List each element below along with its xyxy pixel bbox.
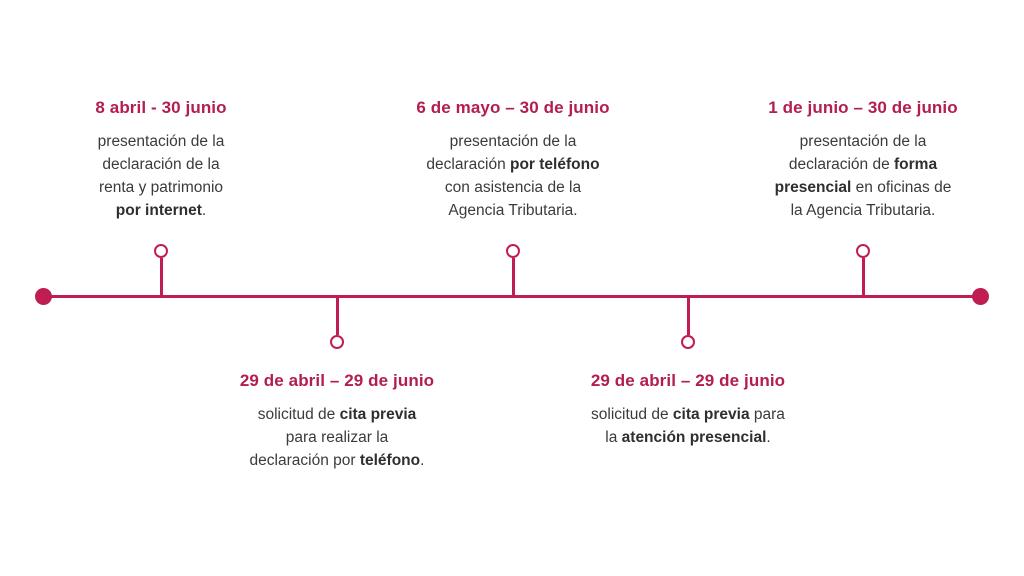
desc-segment: . xyxy=(766,429,771,446)
desc-line: declaración de forma xyxy=(728,153,998,176)
desc-bold-segment: presencial xyxy=(774,179,852,196)
event-date-presencial: 1 de junio – 30 de junio xyxy=(768,98,958,117)
desc-segment: la Agencia Tributaria. xyxy=(790,202,936,219)
desc-bold-segment: por teléfono xyxy=(510,156,600,173)
desc-segment: Agencia Tributaria. xyxy=(448,202,578,219)
marker-circle-presencial xyxy=(855,243,870,258)
desc-segment: solicitud de xyxy=(257,406,340,423)
desc-line: solicitud de cita previa para xyxy=(553,403,823,426)
marker-stem-presencial xyxy=(861,258,865,296)
desc-segment: presentación de la xyxy=(799,133,927,150)
desc-line: declaración por teléfono. xyxy=(202,449,472,472)
marker-circle-cita-telefono xyxy=(329,334,344,349)
desc-segment: para xyxy=(749,406,785,423)
timeline-end-dot xyxy=(971,287,989,305)
desc-segment: para realizar la xyxy=(285,429,389,446)
desc-segment: declaración de la xyxy=(102,156,220,173)
desc-line: la Agencia Tributaria. xyxy=(728,199,998,222)
event-cita-telefono: 29 de abril – 29 de junio solicitud de ci… xyxy=(202,371,472,472)
marker-circle-internet xyxy=(153,243,168,258)
desc-segment: con asistencia de la xyxy=(444,179,582,196)
event-date-internet: 8 abril - 30 junio xyxy=(95,98,227,117)
desc-segment: renta y patrimonio xyxy=(98,179,224,196)
event-desc-cita-telefono: solicitud de cita previa para realizar la… xyxy=(202,403,472,472)
event-presencial: 1 de junio – 30 de junio presentación de … xyxy=(728,98,998,222)
desc-segment: solicitud de xyxy=(591,406,673,423)
desc-line: presentación de la xyxy=(728,130,998,153)
desc-segment: presentación de la xyxy=(449,133,577,150)
desc-line: declaración por teléfono xyxy=(378,153,648,176)
desc-bold-segment: por internet xyxy=(115,202,202,219)
timeline-axis xyxy=(42,294,982,298)
desc-segment: declaración de xyxy=(788,156,895,173)
event-date-cita-presencial: 29 de abril – 29 de junio xyxy=(590,371,786,390)
timeline-start-dot xyxy=(35,287,52,305)
desc-bold-segment: cita previa xyxy=(339,406,417,423)
desc-segment: presentación de la xyxy=(97,133,225,150)
desc-segment: . xyxy=(201,202,207,219)
event-desc-internet: presentación de la declaración de la renta… xyxy=(26,130,296,222)
desc-line: renta y patrimonio xyxy=(26,176,296,199)
desc-segment: la xyxy=(605,429,622,446)
desc-segment: . xyxy=(420,452,425,469)
event-internet: 8 abril - 30 junio presentación de la decl… xyxy=(26,98,296,222)
desc-segment: en oficinas de xyxy=(851,179,952,196)
desc-segment: declaración por xyxy=(249,452,360,469)
desc-line: solicitud de cita previa xyxy=(202,403,472,426)
marker-stem-internet xyxy=(159,258,163,296)
desc-line: presentación de la xyxy=(378,130,648,153)
event-date-cita-telefono: 29 de abril – 29 de junio xyxy=(239,371,435,390)
event-desc-presencial: presentación de la declaración de forma pr… xyxy=(728,130,998,222)
marker-stem-telefono xyxy=(511,258,515,296)
desc-line: para realizar la xyxy=(202,426,472,449)
event-date-telefono: 6 de mayo – 30 de junio xyxy=(416,98,610,117)
desc-bold-segment: forma xyxy=(894,156,938,173)
desc-bold-segment: atención presencial xyxy=(621,429,767,446)
desc-line: presencial en oficinas de xyxy=(728,176,998,199)
marker-circle-cita-presencial xyxy=(680,334,695,349)
desc-line: Agencia Tributaria. xyxy=(378,199,648,222)
event-desc-telefono: presentación de la declaración por teléfo… xyxy=(378,130,648,222)
marker-circle-telefono xyxy=(505,243,520,258)
desc-line: declaración de la xyxy=(26,153,296,176)
desc-line: por internet. xyxy=(26,199,296,222)
event-desc-cita-presencial: solicitud de cita previa para la atención… xyxy=(553,403,823,449)
marker-stem-cita-presencial xyxy=(686,296,690,335)
desc-segment: declaración xyxy=(426,156,510,173)
desc-bold-segment: cita previa xyxy=(672,406,750,423)
event-telefono: 6 de mayo – 30 de junio presentación de l… xyxy=(378,98,648,222)
desc-line: presentación de la xyxy=(26,130,296,153)
desc-line: la atención presencial. xyxy=(553,426,823,449)
desc-bold-segment: teléfono xyxy=(359,452,421,469)
desc-line: con asistencia de la xyxy=(378,176,648,199)
event-cita-presencial: 29 de abril – 29 de junio solicitud de ci… xyxy=(553,371,823,449)
marker-stem-cita-telefono xyxy=(335,296,339,335)
